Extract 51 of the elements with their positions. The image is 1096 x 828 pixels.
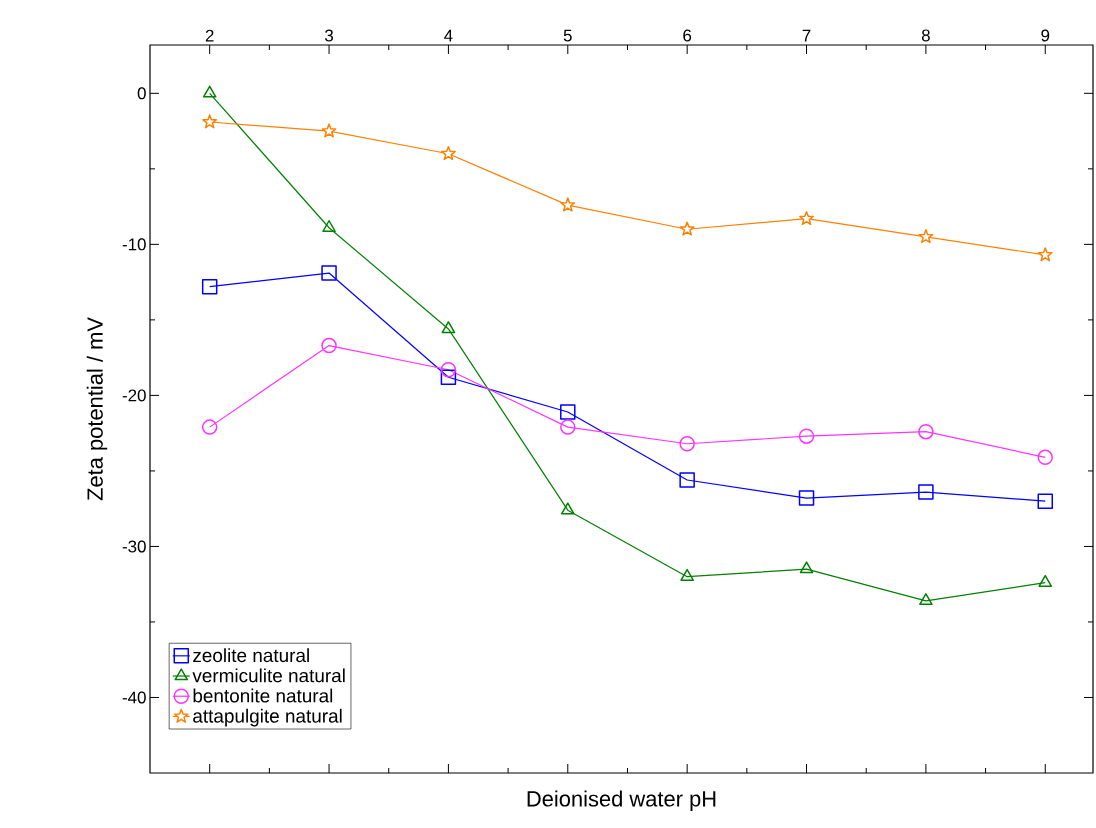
point xyxy=(679,435,695,452)
x-tick-label: 7 xyxy=(802,29,811,42)
point xyxy=(918,423,934,440)
point xyxy=(321,265,337,281)
point xyxy=(202,114,218,129)
point xyxy=(201,419,218,435)
point xyxy=(440,369,457,386)
legend-label: zeolite natural xyxy=(193,648,309,663)
y-tick-label: -40 xyxy=(122,691,146,704)
point xyxy=(560,197,576,212)
y-tick-label: -20 xyxy=(122,389,146,402)
x-tick-label: 9 xyxy=(1041,29,1050,42)
point xyxy=(679,221,695,236)
point xyxy=(799,561,814,574)
point xyxy=(680,568,694,581)
point xyxy=(440,361,457,378)
point xyxy=(202,85,217,98)
point xyxy=(321,123,337,138)
point xyxy=(798,490,815,506)
point xyxy=(560,419,576,435)
point xyxy=(679,472,695,488)
point xyxy=(322,220,336,232)
point xyxy=(918,484,934,500)
x-tick-label: 3 xyxy=(324,29,334,42)
legend-label: attapulgite natural xyxy=(193,708,342,727)
point xyxy=(560,502,575,515)
point xyxy=(1037,247,1053,262)
x-tick-label: 5 xyxy=(563,29,572,42)
point xyxy=(919,593,933,606)
x-tick-label: 4 xyxy=(444,29,453,42)
point xyxy=(798,428,815,444)
point xyxy=(441,145,456,161)
point xyxy=(918,229,934,244)
x-tick-label: 8 xyxy=(921,29,930,42)
point xyxy=(1037,449,1054,466)
point xyxy=(441,321,456,334)
x-axis-title: Deionised water pH xyxy=(527,790,716,811)
y-tick-label: -30 xyxy=(122,540,146,553)
point xyxy=(321,337,337,354)
y-axis-title: Zeta potential / mV xyxy=(86,317,108,501)
point xyxy=(1038,574,1053,587)
x-tick-label: 6 xyxy=(683,29,692,42)
point xyxy=(560,404,576,420)
point xyxy=(201,278,218,295)
x-tick-label: 2 xyxy=(205,29,214,42)
point xyxy=(1037,493,1054,509)
legend-label: vermiculite natural xyxy=(192,668,345,683)
point xyxy=(799,210,814,226)
y-tick-label: 0 xyxy=(137,87,146,100)
legend-label: bentonite natural xyxy=(193,688,333,703)
y-tick-label: -10 xyxy=(122,238,146,251)
